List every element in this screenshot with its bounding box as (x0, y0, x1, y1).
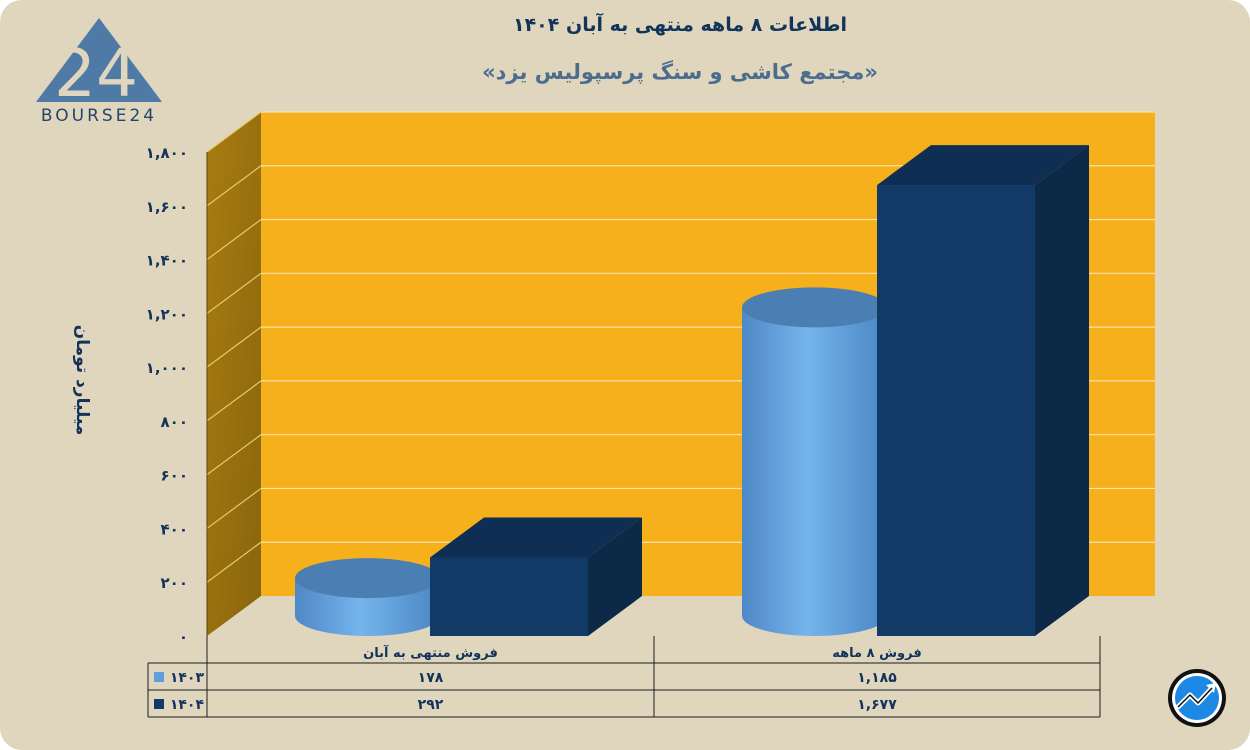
bar-1404-top (430, 517, 642, 558)
gridline-side (206, 326, 262, 368)
y-tick-label: ۱,۴۰۰ (146, 252, 188, 270)
bar-1404-front (877, 185, 1035, 636)
gridline-side (206, 111, 262, 153)
legend-swatch (154, 699, 164, 709)
gridline-side (206, 165, 262, 207)
bar-1404-side (588, 517, 642, 636)
y-tick-label: ۱,۲۰۰ (146, 305, 188, 323)
data-value-label: ۱,۶۷۷ (857, 697, 897, 713)
gridline-side (206, 434, 262, 476)
gridline-side (206, 541, 262, 583)
data-value-label: ۱۷۸ (418, 670, 444, 686)
y-tick-label: ۸۰۰ (161, 413, 188, 431)
logo-mark-text: 24 (54, 35, 138, 112)
bar-1404-front (430, 557, 588, 636)
legend-swatch (154, 672, 164, 682)
category-label: فروش منتهی به آبان (363, 644, 498, 661)
y-tick-label: ۶۰۰ (161, 467, 188, 485)
y-tick-label: ۱,۶۰۰ (146, 198, 188, 216)
y-tick-label: ۱,۰۰۰ (146, 359, 188, 377)
data-value-label: ۱,۱۸۵ (857, 670, 897, 686)
data-value-label: ۲۹۲ (418, 697, 444, 713)
y-tick-label: ۰ (179, 628, 188, 646)
gridline-side (206, 272, 262, 314)
gridline-side (206, 219, 262, 261)
chart-subtitle: «مجتمع کاشی و سنگ پرسپولیس یزد» (482, 60, 878, 84)
legend-label: ۱۴۰۳ (170, 670, 205, 686)
logo-text: BOURSE24 (40, 106, 158, 126)
trend-arrow-icon (1168, 669, 1226, 727)
bar-1403-cylinder-top (742, 287, 887, 328)
bar-1404-side (1035, 145, 1089, 636)
bar-1404-top (877, 145, 1089, 186)
chart-title: اطلاعات ۸ ماهه منتهی به آبان ۱۴۰۴ (512, 14, 848, 36)
bourse24-logo-mark: 24 (36, 18, 162, 112)
gridline-side (206, 487, 262, 529)
legend-label: ۱۴۰۴ (170, 697, 205, 713)
y-tick-label: ۴۰۰ (161, 520, 188, 538)
y-tick-label: ۱,۸۰۰ (146, 144, 188, 162)
bar-1403-cylinder-body (742, 307, 887, 636)
y-tick-label: ۲۰۰ (161, 574, 188, 592)
side-wall (207, 112, 261, 636)
category-label: فروش ۸ ماهه (832, 646, 921, 661)
gridline-side (206, 380, 262, 422)
bar-1403-cylinder-top (295, 558, 440, 599)
